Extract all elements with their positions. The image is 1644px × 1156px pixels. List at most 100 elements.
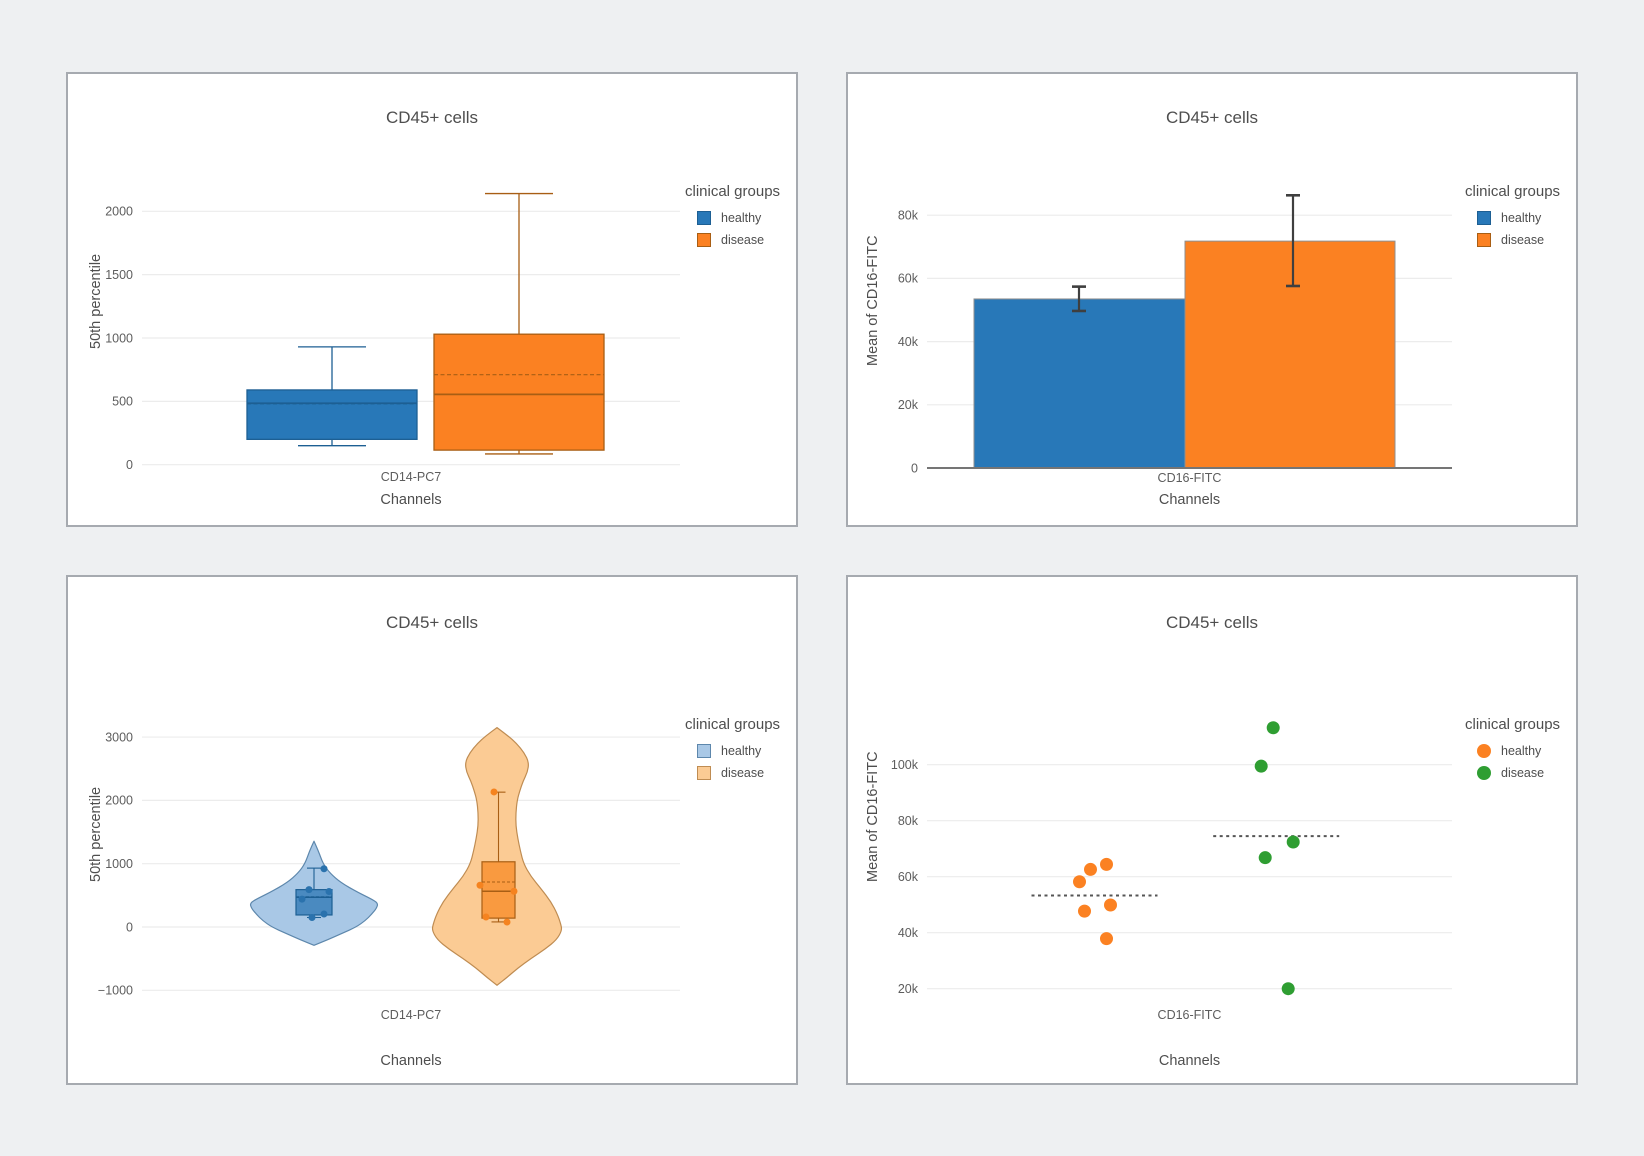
data-point[interactable]	[476, 881, 484, 889]
box-body[interactable]	[246, 389, 418, 441]
legend-item-healthy[interactable]: healthy	[685, 740, 815, 762]
error-bar-disease	[1286, 194, 1300, 288]
y-tick-label: 0	[126, 458, 133, 472]
data-point[interactable]	[1281, 982, 1295, 996]
legend-label: healthy	[1501, 744, 1542, 758]
data-point[interactable]	[320, 865, 328, 873]
panel-box-plot: CD45+ cells 50th percentile 0 500 1000 1500…	[66, 72, 798, 527]
y-tick-label: 1000	[105, 857, 133, 871]
legend-item-healthy[interactable]: healthy	[1465, 740, 1595, 762]
data-point[interactable]	[503, 918, 511, 926]
data-point[interactable]	[1073, 875, 1086, 889]
bar-body[interactable]	[1184, 240, 1396, 469]
y-tick-label: 2000	[105, 794, 133, 808]
y-tick-label: 40k	[898, 926, 919, 940]
legend-item-healthy[interactable]: healthy	[1465, 207, 1595, 229]
data-point[interactable]	[325, 888, 333, 896]
data-point[interactable]	[1078, 904, 1091, 918]
legend: clinical groups healthy disease	[1465, 183, 1595, 251]
data-point[interactable]	[1084, 862, 1097, 876]
y-axis-title: Mean of CD16-FITC	[865, 235, 881, 367]
data-point[interactable]	[510, 887, 518, 895]
x-tick-label: CD14-PC7	[380, 1008, 442, 1022]
healthy-swatch-icon	[697, 744, 711, 758]
panel-strip-plot: CD45+ cells Mean of CD16-FITC 20k 40k 60k 8…	[846, 575, 1578, 1085]
chart-title: CD45+ cells	[1165, 108, 1259, 127]
legend-item-healthy[interactable]: healthy	[685, 207, 815, 229]
x-tick-label: CD16-FITC	[1157, 1008, 1222, 1022]
y-tick-label: 1500	[105, 268, 133, 282]
violin-shape[interactable]	[431, 726, 563, 986]
data-point[interactable]	[1104, 898, 1117, 912]
y-tick-label: 60k	[898, 870, 919, 884]
y-tick-label: 0	[911, 461, 918, 475]
y-tick-label: 20k	[898, 982, 919, 996]
box-healthy[interactable]	[246, 346, 418, 447]
box-body[interactable]	[433, 333, 605, 451]
strip-disease[interactable]	[1213, 721, 1340, 996]
bar-chart-canvas[interactable]: 0 20k 40k 60k 80k	[898, 134, 1452, 475]
data-point[interactable]	[1254, 759, 1268, 773]
y-tick-label: 500	[112, 395, 133, 409]
x-tick-label: CD14-PC7	[380, 470, 442, 484]
data-point[interactable]	[1100, 857, 1113, 871]
error-bar-healthy	[1072, 285, 1086, 313]
violin-disease[interactable]	[431, 726, 563, 986]
chart-title: CD45+ cells	[1165, 613, 1259, 632]
data-point[interactable]	[1286, 835, 1300, 849]
bar-disease[interactable]	[1184, 240, 1396, 469]
legend-title: clinical groups	[1465, 183, 1561, 200]
data-point[interactable]	[298, 895, 306, 903]
disease-swatch-icon	[697, 766, 711, 780]
data-point[interactable]	[320, 910, 328, 918]
legend: clinical groups healthy disease	[685, 183, 815, 251]
disease-swatch-icon	[1477, 766, 1491, 780]
y-tick-label: 80k	[898, 814, 919, 828]
y-tick-label: 1000	[105, 331, 133, 345]
legend-item-disease[interactable]: disease	[1465, 762, 1595, 784]
legend-item-disease[interactable]: disease	[1465, 229, 1595, 251]
legend-title: clinical groups	[685, 716, 781, 733]
box-disease[interactable]	[433, 192, 605, 455]
legend-title: clinical groups	[1465, 716, 1561, 733]
y-axis-title: Mean of CD16-FITC	[865, 751, 881, 883]
strip-plot-canvas[interactable]: 20k 40k 60k 80k 100k	[891, 637, 1452, 997]
x-axis-title: Channels	[1158, 492, 1221, 508]
healthy-swatch-icon	[1477, 744, 1491, 758]
data-point[interactable]	[305, 886, 313, 894]
panel-bar-chart: CD45+ cells Mean of CD16-FITC 0 20k 40k 60k…	[846, 72, 1578, 527]
data-point[interactable]	[1258, 851, 1272, 865]
y-tick-label: −1000	[98, 984, 133, 998]
y-tick-label: 2000	[105, 205, 133, 219]
legend: clinical groups healthy disease	[1465, 716, 1595, 784]
data-point[interactable]	[490, 788, 498, 796]
legend-label: disease	[721, 766, 765, 780]
violin-healthy[interactable]	[249, 840, 379, 946]
data-point[interactable]	[482, 913, 490, 921]
y-tick-label: 80k	[898, 209, 919, 223]
inner-box[interactable]	[481, 861, 516, 919]
y-tick-label: 100k	[891, 758, 919, 772]
disease-swatch-icon	[697, 233, 711, 247]
bar-healthy[interactable]	[973, 298, 1186, 469]
bar-body[interactable]	[973, 298, 1186, 469]
legend-label: healthy	[721, 744, 762, 758]
data-point[interactable]	[308, 913, 316, 921]
legend-item-disease[interactable]: disease	[685, 229, 815, 251]
legend: clinical groups healthy disease	[685, 716, 815, 784]
legend-label: disease	[721, 233, 765, 247]
box-plot-canvas[interactable]: 0 500 1000 1500 2000	[105, 134, 680, 472]
x-axis-title: Channels	[380, 1053, 442, 1069]
disease-swatch-icon	[1477, 233, 1491, 247]
x-axis-title: Channels	[380, 492, 442, 508]
healthy-swatch-icon	[697, 211, 711, 225]
legend-item-disease[interactable]: disease	[685, 762, 815, 784]
violin-plot-canvas[interactable]: −1000 0 1000 2000 3000	[98, 662, 680, 1007]
panel-violin-plot: CD45+ cells 50th percentile −1000 0 1000 20…	[66, 575, 798, 1085]
y-tick-label: 40k	[898, 335, 919, 349]
data-point[interactable]	[1266, 721, 1280, 735]
y-tick-label: 3000	[105, 730, 133, 744]
y-tick-label: 0	[126, 920, 133, 934]
data-point[interactable]	[1100, 932, 1113, 946]
strip-healthy[interactable]	[1031, 857, 1158, 946]
